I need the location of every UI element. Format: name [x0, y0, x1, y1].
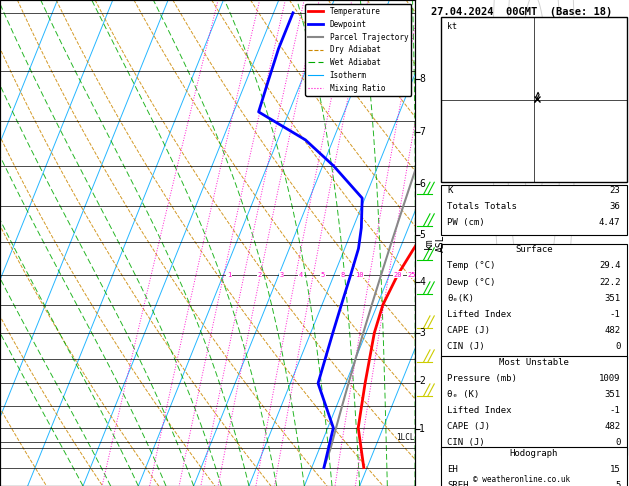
- Text: 25: 25: [408, 272, 416, 278]
- Text: Surface: Surface: [515, 245, 553, 255]
- Text: 482: 482: [604, 326, 620, 335]
- Bar: [441, 356, 627, 455]
- Legend: Temperature, Dewpoint, Parcel Trajectory, Dry Adiabat, Wet Adiabat, Isotherm, Mi: Temperature, Dewpoint, Parcel Trajectory…: [305, 4, 411, 96]
- Text: θₑ (K): θₑ (K): [447, 390, 479, 399]
- Text: -1: -1: [610, 310, 620, 319]
- Text: 6: 6: [419, 179, 425, 189]
- Text: Temp (°C): Temp (°C): [447, 261, 496, 271]
- Bar: [441, 447, 627, 486]
- Text: 4: 4: [419, 277, 425, 287]
- Text: 36: 36: [610, 202, 620, 211]
- Text: 1: 1: [419, 424, 425, 434]
- Text: 4: 4: [299, 272, 303, 278]
- Text: 5: 5: [615, 481, 620, 486]
- Text: Dewp (°C): Dewp (°C): [447, 278, 496, 287]
- Text: K: K: [447, 186, 452, 195]
- Text: CIN (J): CIN (J): [447, 342, 485, 351]
- Text: 0: 0: [615, 342, 620, 351]
- Text: kt: kt: [447, 22, 457, 31]
- Text: 15: 15: [610, 465, 620, 474]
- Text: Most Unstable: Most Unstable: [499, 358, 569, 367]
- Text: 1LCL: 1LCL: [396, 433, 415, 442]
- Text: 20: 20: [394, 272, 402, 278]
- Text: CAPE (J): CAPE (J): [447, 326, 490, 335]
- Text: 10: 10: [355, 272, 364, 278]
- Text: CIN (J): CIN (J): [447, 438, 485, 447]
- Text: Lifted Index: Lifted Index: [447, 406, 511, 415]
- Text: 2: 2: [419, 376, 425, 386]
- Text: 0: 0: [615, 438, 620, 447]
- Text: 7: 7: [419, 127, 425, 137]
- Text: PW (cm): PW (cm): [447, 218, 485, 227]
- Text: 5: 5: [321, 272, 325, 278]
- Text: 27.04.2024  00GMT  (Base: 18): 27.04.2024 00GMT (Base: 18): [431, 7, 613, 17]
- Text: θₑ(K): θₑ(K): [447, 294, 474, 303]
- Text: 4.47: 4.47: [599, 218, 620, 227]
- Text: -1: -1: [610, 406, 620, 415]
- Text: Pressure (mb): Pressure (mb): [447, 374, 517, 383]
- Bar: [441, 17, 627, 182]
- Text: 29.4: 29.4: [599, 261, 620, 271]
- Text: Lifted Index: Lifted Index: [447, 310, 511, 319]
- Bar: [441, 185, 627, 235]
- Text: Hodograph: Hodograph: [509, 449, 558, 458]
- Text: EH: EH: [447, 465, 458, 474]
- Text: CAPE (J): CAPE (J): [447, 422, 490, 431]
- Text: 22.2: 22.2: [599, 278, 620, 287]
- Text: 351: 351: [604, 390, 620, 399]
- Text: 8: 8: [419, 73, 425, 84]
- Y-axis label: km
ASL: km ASL: [424, 234, 445, 252]
- Text: 482: 482: [604, 422, 620, 431]
- Text: 1: 1: [227, 272, 231, 278]
- Text: 23: 23: [610, 186, 620, 195]
- Text: 8: 8: [340, 272, 345, 278]
- Text: © weatheronline.co.uk: © weatheronline.co.uk: [474, 474, 571, 484]
- Text: 351: 351: [604, 294, 620, 303]
- Text: 1009: 1009: [599, 374, 620, 383]
- Text: 2: 2: [257, 272, 262, 278]
- Text: 3: 3: [419, 328, 425, 338]
- Bar: [441, 244, 627, 359]
- Text: SREH: SREH: [447, 481, 469, 486]
- Text: Totals Totals: Totals Totals: [447, 202, 517, 211]
- Text: 3: 3: [279, 272, 284, 278]
- Text: 5: 5: [419, 230, 425, 240]
